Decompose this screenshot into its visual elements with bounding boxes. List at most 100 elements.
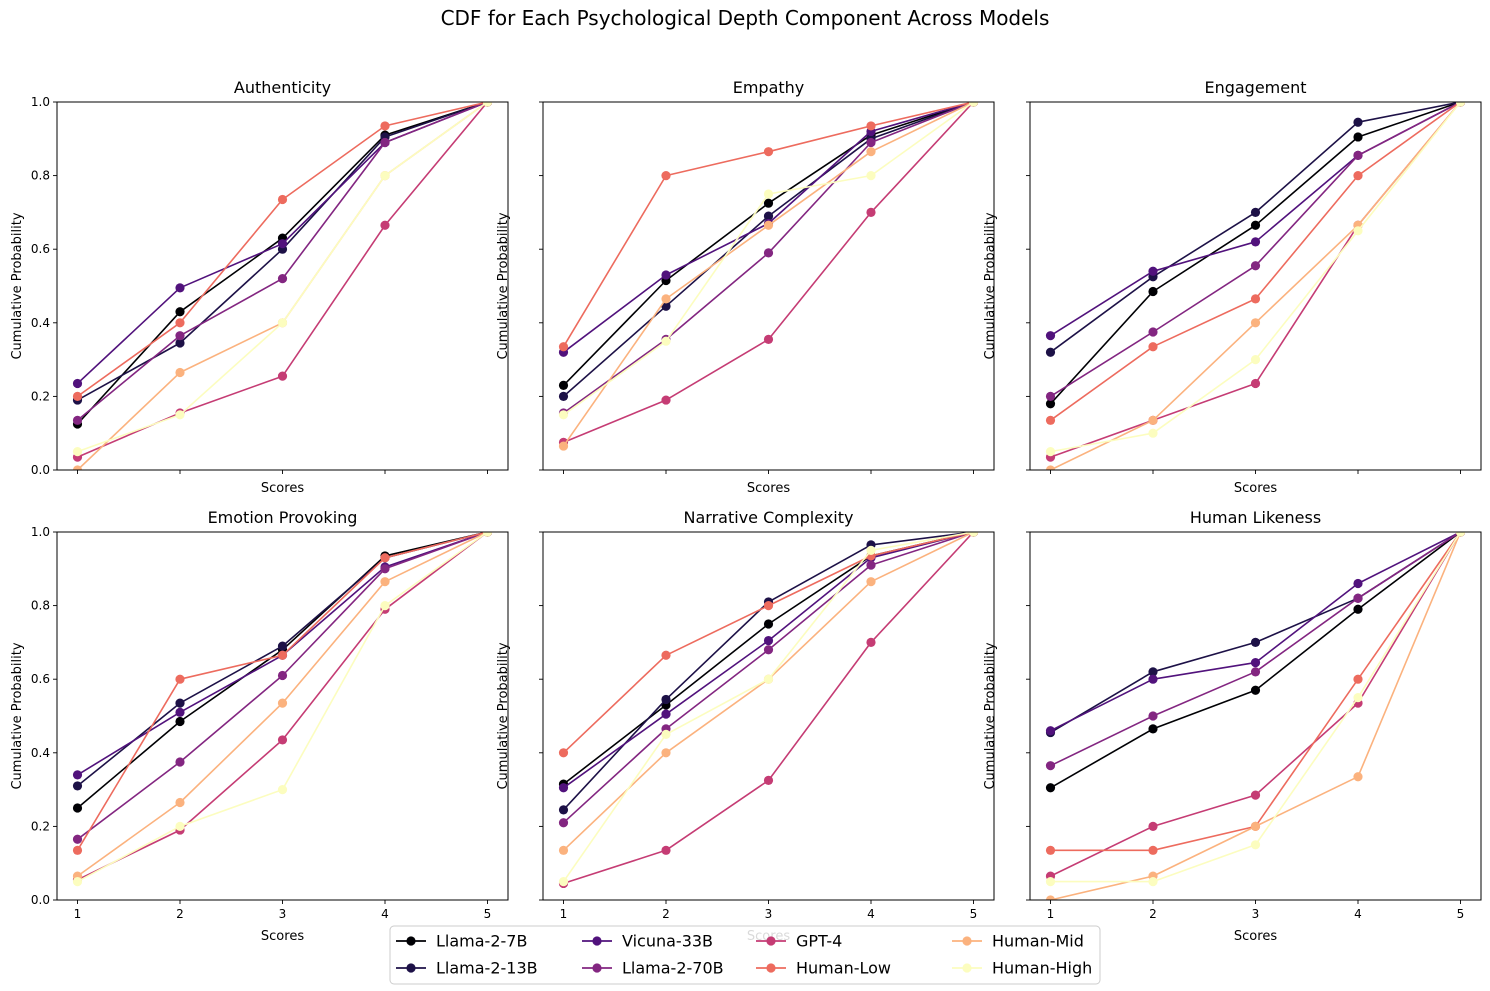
series-human-high-point: [482, 102, 493, 107]
legend: Llama-2-7B Llama-2-13B Vicuna-33B Llama-2-7…: [389, 925, 1101, 985]
series-llama-2-13b-point: [558, 391, 569, 401]
series-llama-2-7b: [1045, 102, 1466, 409]
series-llama-2-7b-point: [1353, 604, 1363, 614]
series-llama-2-70b: [72, 102, 493, 425]
series-human-mid-point: [763, 220, 774, 230]
series-gpt-4-point: [661, 845, 671, 855]
series-human-high: [72, 102, 493, 457]
legend-marker: [766, 936, 776, 946]
series-human-high-point: [1250, 355, 1261, 365]
series-human-low-point: [1353, 171, 1363, 181]
series-human-low-point: [1148, 342, 1158, 352]
series-human-low-point: [1148, 845, 1158, 855]
series-vicuna-33b-point: [1148, 674, 1158, 684]
x-tick-label: 3: [279, 907, 287, 921]
series-human-low-point: [763, 147, 774, 157]
x-tick-label: 3: [765, 907, 773, 921]
series-human-mid-point: [661, 748, 671, 758]
series-llama-2-13b-point: [661, 694, 671, 705]
x-tick-label: 2: [176, 907, 184, 921]
series-vicuna-33b-point: [1045, 331, 1056, 341]
series-llama-2-7b-point: [1250, 685, 1261, 695]
series-vicuna-33b-point: [1353, 578, 1363, 589]
series-llama-2-13b-point: [175, 338, 185, 348]
series-human-mid-point: [558, 441, 569, 451]
series-llama-2-70b-point: [72, 415, 83, 425]
legend-marker: [962, 936, 972, 946]
y-tick-label: 0.6: [31, 672, 50, 686]
series-llama-2-13b-point: [1148, 667, 1158, 677]
series-human-low-point: [661, 650, 671, 660]
plot-area: [558, 532, 979, 889]
series-llama-2-70b-point: [763, 248, 774, 258]
series-llama-2-7b-point: [175, 716, 185, 727]
subplot-title: Human Likeness: [1190, 508, 1321, 527]
series-human-high-point: [661, 336, 671, 346]
legend-entry-gpt-4: GPT-4: [756, 932, 842, 951]
subplot-title: Engagement: [1204, 78, 1306, 97]
series-llama-2-70b-point: [380, 137, 390, 148]
series-human-high-point: [558, 410, 569, 420]
x-axis-label: Scores: [1234, 929, 1277, 944]
subplot-title: Authenticity: [234, 78, 331, 97]
series-llama-2-7b-point: [763, 619, 774, 629]
series-human-mid-point: [72, 465, 83, 470]
series-human-high-point: [866, 171, 876, 181]
series-human-low-point: [72, 845, 83, 855]
series-human-mid-point: [866, 577, 876, 587]
series-human-low-point: [763, 601, 774, 611]
series-llama-2-70b-point: [72, 834, 83, 844]
series-human-high-point: [1353, 693, 1363, 703]
x-axis-label: Scores: [747, 481, 790, 496]
series-llama-2-70b-point: [1250, 261, 1261, 271]
legend-label: Human-High: [992, 959, 1092, 978]
subplot-engagement: Engagement Scores Cumulative Probability: [983, 78, 1482, 496]
series-vicuna-33b-point: [175, 283, 185, 293]
legend-entry-llama-2-7b: Llama-2-7B: [396, 932, 527, 951]
series-human-high-point: [968, 532, 979, 537]
x-tick-label: 2: [662, 907, 670, 921]
x-tick-label: 5: [970, 907, 978, 921]
y-tick-label: 0.0: [31, 893, 50, 907]
legend-marker: [592, 936, 602, 946]
series-human-high-point: [763, 189, 774, 199]
series-human-high-point: [380, 601, 390, 611]
series-vicuna-33b-point: [558, 783, 569, 793]
series-llama-2-70b-point: [1250, 667, 1261, 677]
axes-frame: [56, 531, 509, 901]
series-llama-2-70b-point: [175, 331, 185, 341]
series-vicuna-33b-point: [175, 707, 185, 717]
axes-frame: [1029, 531, 1482, 901]
legend-marker: [962, 963, 972, 973]
series-llama-2-13b-point: [277, 641, 288, 651]
series-llama-2-70b-point: [558, 818, 569, 828]
series-human-mid-point: [277, 698, 288, 708]
series-human-mid-point: [1045, 465, 1056, 470]
series-human-high-point: [175, 410, 185, 420]
x-tick-label: 1: [74, 907, 82, 921]
subplot-title: Emotion Provoking: [208, 508, 358, 527]
y-axis-label: Cumulative Probability: [10, 642, 25, 789]
legend-label: Human-Low: [796, 959, 891, 978]
axes-frame: [56, 101, 509, 471]
plot-area: [72, 532, 493, 887]
x-tick-label: 1: [560, 907, 568, 921]
series-vicuna-33b-point: [661, 709, 671, 719]
series-human-high-point: [1455, 532, 1466, 537]
series-llama-2-13b-point: [1045, 347, 1056, 357]
legend-entry-human-low: Human-Low: [756, 959, 891, 978]
series-llama-2-13b-point: [1250, 637, 1261, 648]
series-human-high-point: [72, 877, 83, 887]
x-tick-label: 1: [1047, 907, 1055, 921]
plot-area: [1045, 532, 1466, 900]
legend-marker: [406, 963, 416, 973]
series-vicuna-33b-point: [1045, 726, 1056, 736]
series-human-mid-point: [1148, 415, 1158, 425]
series-human-high: [72, 532, 493, 887]
x-tick-label: 4: [381, 907, 389, 921]
series-llama-2-7b-point: [558, 380, 569, 390]
series-llama-2-13b-point: [558, 805, 569, 815]
legend-entry-human-mid: Human-Mid: [952, 932, 1084, 951]
plot-area: [1045, 102, 1466, 470]
